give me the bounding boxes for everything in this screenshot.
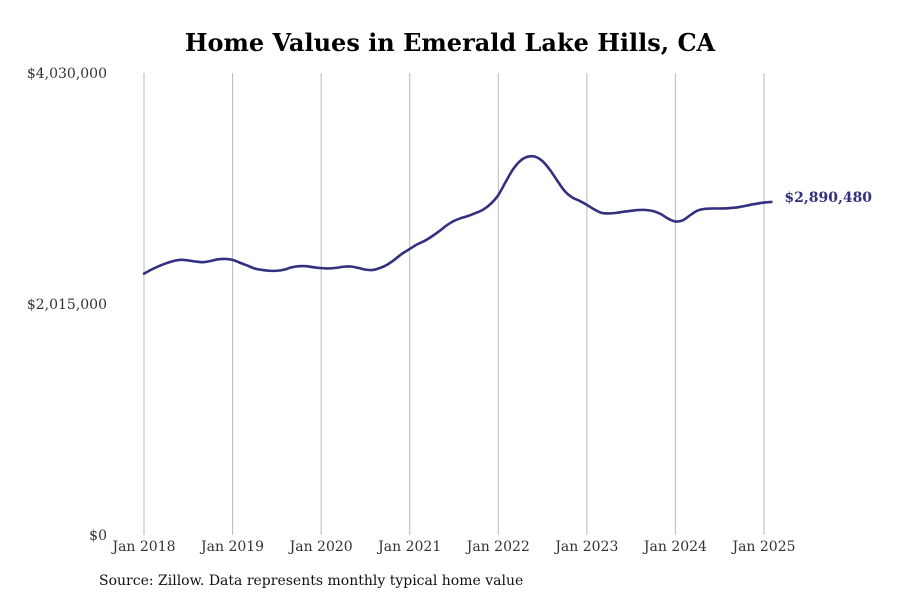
end-value-label: $2,890,480 <box>784 190 872 206</box>
y-axis-ticks: $0 $2,015,000 $4,030,000 <box>27 66 107 544</box>
x-axis-ticks: Jan 2018 Jan 2019 Jan 2020 Jan 2021 Jan 2022… <box>110 539 795 555</box>
x-tick-label: Jan 2019 <box>199 539 264 555</box>
chart-title: Home Values in Emerald Lake Hills, CA <box>184 28 716 57</box>
source-note: Source: Zillow. Data represents monthly … <box>99 573 524 589</box>
gridlines <box>143 73 765 535</box>
y-tick-label: $0 <box>89 528 107 544</box>
x-tick-label: Jan 2022 <box>465 539 530 555</box>
y-tick-label: $4,030,000 <box>27 66 107 82</box>
series-line <box>142 154 773 275</box>
x-tick-label: Jan 2020 <box>288 539 353 555</box>
x-tick-label: Jan 2023 <box>553 539 618 555</box>
x-tick-label: Jan 2021 <box>376 539 441 555</box>
x-tick-label: Jan 2024 <box>642 539 707 555</box>
y-tick-label: $2,015,000 <box>27 297 107 313</box>
annotation-layer: $2,890,480 <box>784 190 872 206</box>
series-layer <box>142 154 773 275</box>
x-tick-label: Jan 2018 <box>110 539 175 555</box>
x-tick-label: Jan 2025 <box>730 539 795 555</box>
